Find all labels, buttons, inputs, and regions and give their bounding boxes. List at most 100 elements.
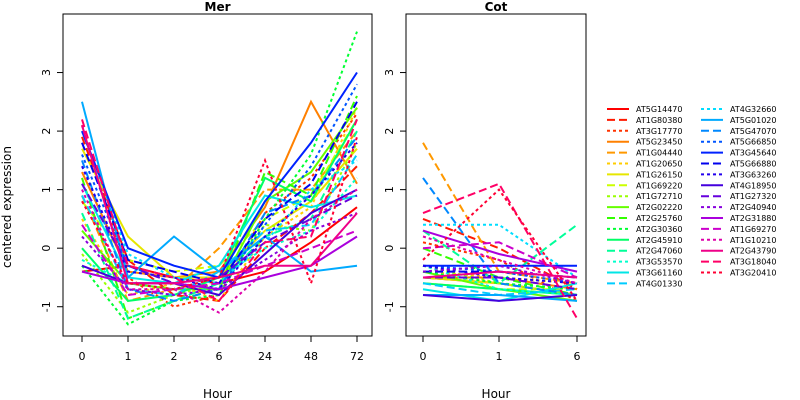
panel-cot: Cot -1 0 1 2 3 0 1 6 Hour [383,0,587,400]
legend-label: AT2G43790 [730,247,776,256]
series-line-at3g20410 [422,188,578,302]
x-tick-label: 48 [304,350,318,363]
panels: Mer -1 0 1 2 3 0 1 2 6 24 48 72 Hour Cot -1 0 1 2 3 0 1 6 Hour [40,0,587,400]
legend-item: AT5G23450 [607,138,682,147]
series-line-at5g66850 [422,264,578,285]
legend-item: AT4G18950 [701,181,776,190]
series-line-at5g01020 [81,101,358,280]
legend-label: AT3G61160 [636,269,682,278]
panel-title: Cot [485,0,508,14]
legend-item: AT2G40940 [701,203,776,212]
x-tick-label: 24 [258,350,272,363]
series-line-at3g18040 [81,119,358,303]
x-tick-label: 6 [574,350,581,363]
x-tick-label: 1 [125,350,132,363]
series-line-at1g69270 [81,224,358,297]
x-tick-label: 2 [171,350,178,363]
legend-label: AT1G69270 [730,225,776,234]
x-axis-label: Hour [203,387,232,400]
legend-label: AT2G47060 [636,247,682,256]
y-tick-label: 0 [383,245,396,252]
legend-label: AT5G47070 [730,127,776,136]
y-tick-label: 0 [40,245,53,252]
series-line-at1g69270 [422,241,578,279]
legend-label: AT1G27320 [730,192,776,201]
legend-item: AT3G61160 [607,269,682,278]
x-tick-label: 0 [420,350,427,363]
legend-item: AT5G01020 [701,116,776,125]
legend-label: AT2G25760 [636,214,682,223]
legend-item: AT2G47060 [607,247,682,256]
legend-label: AT1G80380 [636,116,682,125]
legend-label: AT1G69220 [636,181,682,190]
legend-item: AT3G20410 [701,269,776,278]
series-line-at1g04440 [422,142,578,285]
series-line-at4g18950 [422,294,578,302]
legend-label: AT2G31880 [730,214,776,223]
series-line-at5g47070 [422,177,578,296]
legend-label: AT2G45910 [636,236,682,245]
legend-label: AT2G40940 [730,203,776,212]
y-axis-label: centered expression [0,146,14,268]
x-tick-label: 72 [350,350,364,363]
legend-item: AT5G66850 [701,138,776,147]
series-line-at2g43790 [422,270,578,279]
legend-label: AT1G26150 [636,170,682,179]
legend-item: AT2G31880 [701,214,776,223]
legend-label: AT1G20650 [636,160,682,169]
series-line-at1g10210 [81,188,358,314]
legend-label: AT5G66850 [730,138,776,147]
series-group [422,142,578,319]
legend-item: AT2G02220 [607,203,682,212]
legend-item: AT1G27320 [701,192,776,201]
legend-item: AT1G04440 [607,149,682,158]
series-line-at3g20410 [81,136,358,291]
y-tick-label: 3 [40,69,53,76]
legend-label: AT3G17770 [636,127,682,136]
series-line-at3g53570 [422,264,578,296]
legend-item: AT2G25760 [607,214,682,223]
legend-item: AT5G14470 [607,105,682,114]
plot-frame [405,13,587,337]
legend-item: AT4G32660 [701,105,776,114]
legend-item: AT2G45910 [607,236,682,245]
legend-label: AT2G02220 [636,203,682,212]
legend-item: AT5G66880 [701,160,776,169]
x-tick-label: 6 [216,350,223,363]
legend-item: AT1G26150 [607,170,682,179]
y-tick-label: -1 [40,301,53,312]
legend-label: AT3G63260 [730,170,776,179]
panel-title: Mer [205,0,231,14]
series-line-at2g25760 [81,95,358,320]
series-line-at2g47060 [422,224,578,285]
legend-label: AT4G32660 [730,105,776,114]
series-line-at2g40940 [422,264,578,285]
series-line-at2g40940 [81,212,358,297]
legend-label: AT5G66880 [730,160,776,169]
series-line-at2g30360 [81,31,358,326]
legend-label: AT3G53570 [636,258,682,267]
legend-label: AT1G10210 [730,236,776,245]
legend-label: AT4G18950 [730,181,776,190]
panel-mer: Mer -1 0 1 2 3 0 1 2 6 24 48 72 Hour [40,0,373,400]
legend-label: AT4G01330 [636,279,682,288]
legend-label: AT1G04440 [636,149,682,158]
legend-item: AT5G47070 [701,127,776,136]
legend-item: AT3G53570 [607,258,682,267]
x-axis-label: Hour [482,387,511,400]
legend-label: AT3G18040 [730,258,776,267]
series-line-at3g18040 [422,182,578,319]
legend-item: AT2G43790 [701,247,776,256]
y-tick-label: 2 [383,128,396,135]
plot-frame [62,13,373,337]
legend-item: AT2G30360 [607,225,682,234]
series-line-at5g66850 [81,83,358,291]
legend-item: AT1G69270 [701,225,776,234]
legend-item: AT4G01330 [607,279,682,288]
legend-item: AT1G80380 [607,116,682,125]
x-tick-label: 0 [79,350,86,363]
legend-item: AT1G10210 [701,236,776,245]
y-tick-label: 2 [40,128,53,135]
x-tick-label: 1 [496,350,503,363]
